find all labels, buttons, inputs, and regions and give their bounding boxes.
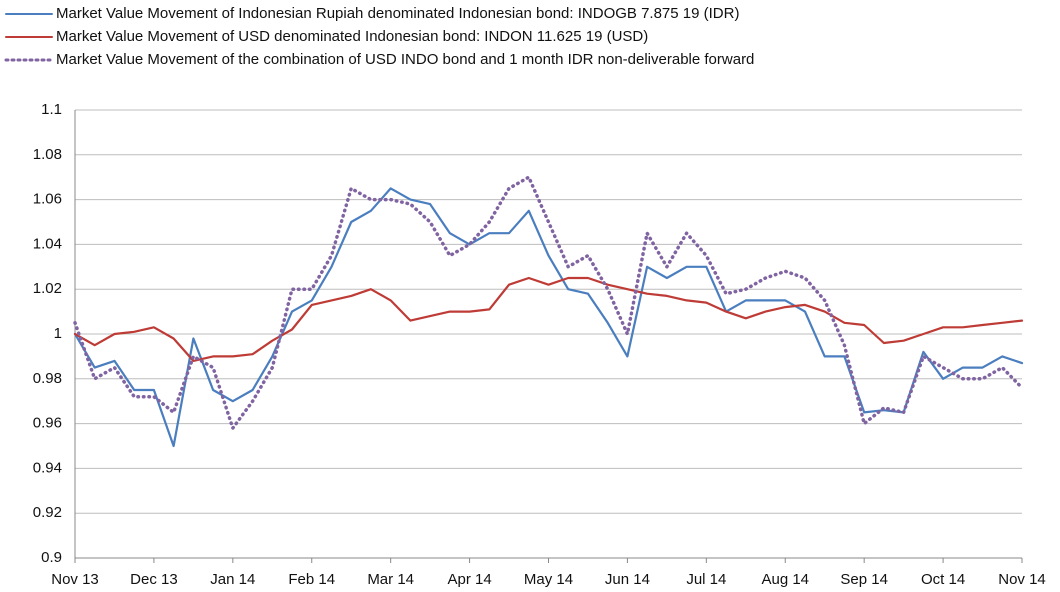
x-tick-label: Jan 14	[210, 571, 255, 588]
legend-label: Market Value Movement of the combination…	[56, 51, 754, 68]
x-tick-label: Sep 14	[840, 571, 888, 588]
x-tick-label: Nov 14	[998, 571, 1046, 588]
y-tick-label: 0.9	[41, 549, 62, 566]
x-tick-label: May 14	[524, 571, 573, 588]
y-tick-label: 1.02	[33, 280, 62, 297]
x-tick-label: Apr 14	[447, 571, 491, 588]
y-tick-label: 1.08	[33, 146, 62, 163]
y-tick-label: 0.92	[33, 504, 62, 521]
x-tick-label: Jun 14	[605, 571, 650, 588]
x-tick-label: Oct 14	[921, 571, 965, 588]
x-tick-label: Jul 14	[686, 571, 726, 588]
y-tick-label: 0.98	[33, 370, 62, 387]
line-series	[73, 175, 1024, 430]
y-tick-label: 1.04	[33, 235, 62, 252]
y-tick-label: 1	[54, 325, 62, 342]
y-tick-label: 1.06	[33, 191, 62, 208]
y-tick-label: 0.94	[33, 459, 62, 476]
x-tick-label: Dec 13	[130, 571, 178, 588]
x-tick-label: Nov 13	[51, 571, 99, 588]
legend-label: Market Value Movement of USD denominated…	[56, 28, 648, 45]
x-tick-label: Mar 14	[367, 571, 414, 588]
y-tick-label: 1.1	[41, 101, 62, 118]
x-tick-label: Feb 14	[288, 571, 335, 588]
line-series	[73, 187, 1024, 448]
legend-label: Market Value Movement of Indonesian Rupi…	[56, 5, 739, 22]
x-tick-label: Aug 14	[761, 571, 809, 588]
line-series	[73, 276, 1024, 362]
y-tick-label: 0.96	[33, 415, 62, 432]
